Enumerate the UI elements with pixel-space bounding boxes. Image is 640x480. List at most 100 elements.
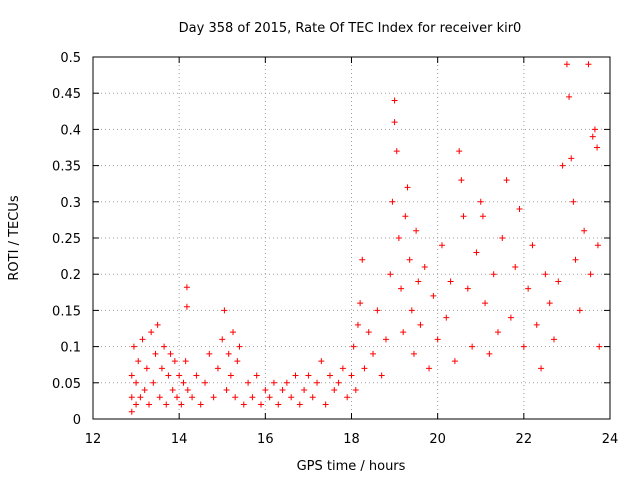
data-point xyxy=(438,242,445,249)
data-point xyxy=(361,365,368,372)
data-point xyxy=(206,350,213,357)
data-point xyxy=(464,285,471,292)
x-tick-label: 14 xyxy=(171,432,188,447)
data-point xyxy=(230,329,237,336)
data-point xyxy=(434,336,441,343)
data-point xyxy=(169,387,176,394)
data-point xyxy=(499,235,506,241)
data-point xyxy=(587,271,594,278)
y-tick-label: 0.1 xyxy=(60,341,81,356)
data-point xyxy=(387,271,394,278)
data-point xyxy=(183,284,190,291)
data-point xyxy=(572,256,579,263)
data-point xyxy=(234,358,241,365)
data-point xyxy=(520,343,527,350)
data-point xyxy=(189,394,196,401)
data-point xyxy=(163,401,170,408)
data-point xyxy=(171,358,178,365)
data-point xyxy=(402,213,409,220)
data-point xyxy=(512,263,519,270)
data-point xyxy=(128,408,135,415)
data-point xyxy=(339,365,346,372)
data-point xyxy=(283,379,290,386)
data-point xyxy=(391,97,398,104)
data-point xyxy=(143,365,150,372)
data-point xyxy=(174,394,181,401)
data-point xyxy=(193,372,200,379)
data-point xyxy=(566,93,573,100)
data-point xyxy=(210,394,217,401)
data-point xyxy=(555,278,562,285)
data-point xyxy=(357,300,364,307)
data-point xyxy=(292,372,299,379)
data-point xyxy=(167,350,174,357)
data-point xyxy=(529,242,536,249)
data-point xyxy=(165,372,172,379)
data-point xyxy=(227,372,234,379)
data-point xyxy=(232,394,239,401)
data-point xyxy=(133,401,140,408)
data-point xyxy=(469,343,476,350)
data-point xyxy=(348,372,355,379)
data-point xyxy=(398,285,405,292)
data-point xyxy=(460,213,467,220)
data-point xyxy=(550,336,557,343)
data-point xyxy=(262,387,269,394)
data-point xyxy=(236,343,243,350)
data-point xyxy=(322,401,329,408)
data-point xyxy=(443,314,450,321)
y-tick-label: 0.45 xyxy=(52,87,81,102)
data-point xyxy=(570,198,577,205)
data-point xyxy=(137,394,144,401)
y-tick-label: 0.25 xyxy=(52,232,81,247)
data-point xyxy=(219,336,226,343)
data-point xyxy=(154,321,161,328)
data-point xyxy=(245,379,252,386)
data-point xyxy=(589,133,596,140)
axis-ticks xyxy=(92,56,611,420)
data-point xyxy=(279,387,286,394)
data-point xyxy=(568,155,575,162)
data-point xyxy=(447,278,454,285)
data-point xyxy=(141,387,148,394)
data-point xyxy=(249,394,256,401)
data-point xyxy=(516,206,523,213)
data-point xyxy=(482,300,489,307)
data-point xyxy=(596,343,603,350)
data-point xyxy=(413,227,420,234)
data-point xyxy=(158,365,165,372)
data-point xyxy=(503,177,510,184)
grid xyxy=(93,57,610,419)
data-point xyxy=(331,387,338,394)
data-point xyxy=(400,329,407,336)
data-point xyxy=(525,285,532,292)
data-point xyxy=(426,365,433,372)
data-point xyxy=(139,336,146,343)
y-tick-label: 0.2 xyxy=(60,268,81,283)
x-tick-label: 16 xyxy=(257,432,274,447)
data-point xyxy=(202,379,209,386)
data-point xyxy=(135,358,142,365)
data-point xyxy=(182,358,189,365)
chart-title: Day 358 of 2015, Rate Of TEC Index for r… xyxy=(179,21,522,36)
data-point xyxy=(563,61,570,68)
data-point xyxy=(477,198,484,205)
y-tick-label: 0.15 xyxy=(52,304,81,319)
data-point xyxy=(393,148,400,155)
data-point xyxy=(576,307,583,314)
x-tick-label: 22 xyxy=(516,432,533,447)
y-tick-label: 0.35 xyxy=(52,160,81,175)
y-tick-labels: 0 0.05 0.1 0.15 0.2 0.25 0.3 0.35 0.4 0.45 0.5 xyxy=(52,51,81,428)
data-point xyxy=(326,372,333,379)
data-point xyxy=(406,256,413,263)
data-point xyxy=(408,307,415,314)
data-point xyxy=(240,401,247,408)
data-point xyxy=(318,358,325,365)
x-tick-label: 18 xyxy=(343,432,360,447)
y-tick-label: 0 xyxy=(73,413,81,428)
data-point xyxy=(417,321,424,328)
data-point xyxy=(270,379,277,386)
data-point xyxy=(344,394,351,401)
data-point xyxy=(451,358,458,365)
